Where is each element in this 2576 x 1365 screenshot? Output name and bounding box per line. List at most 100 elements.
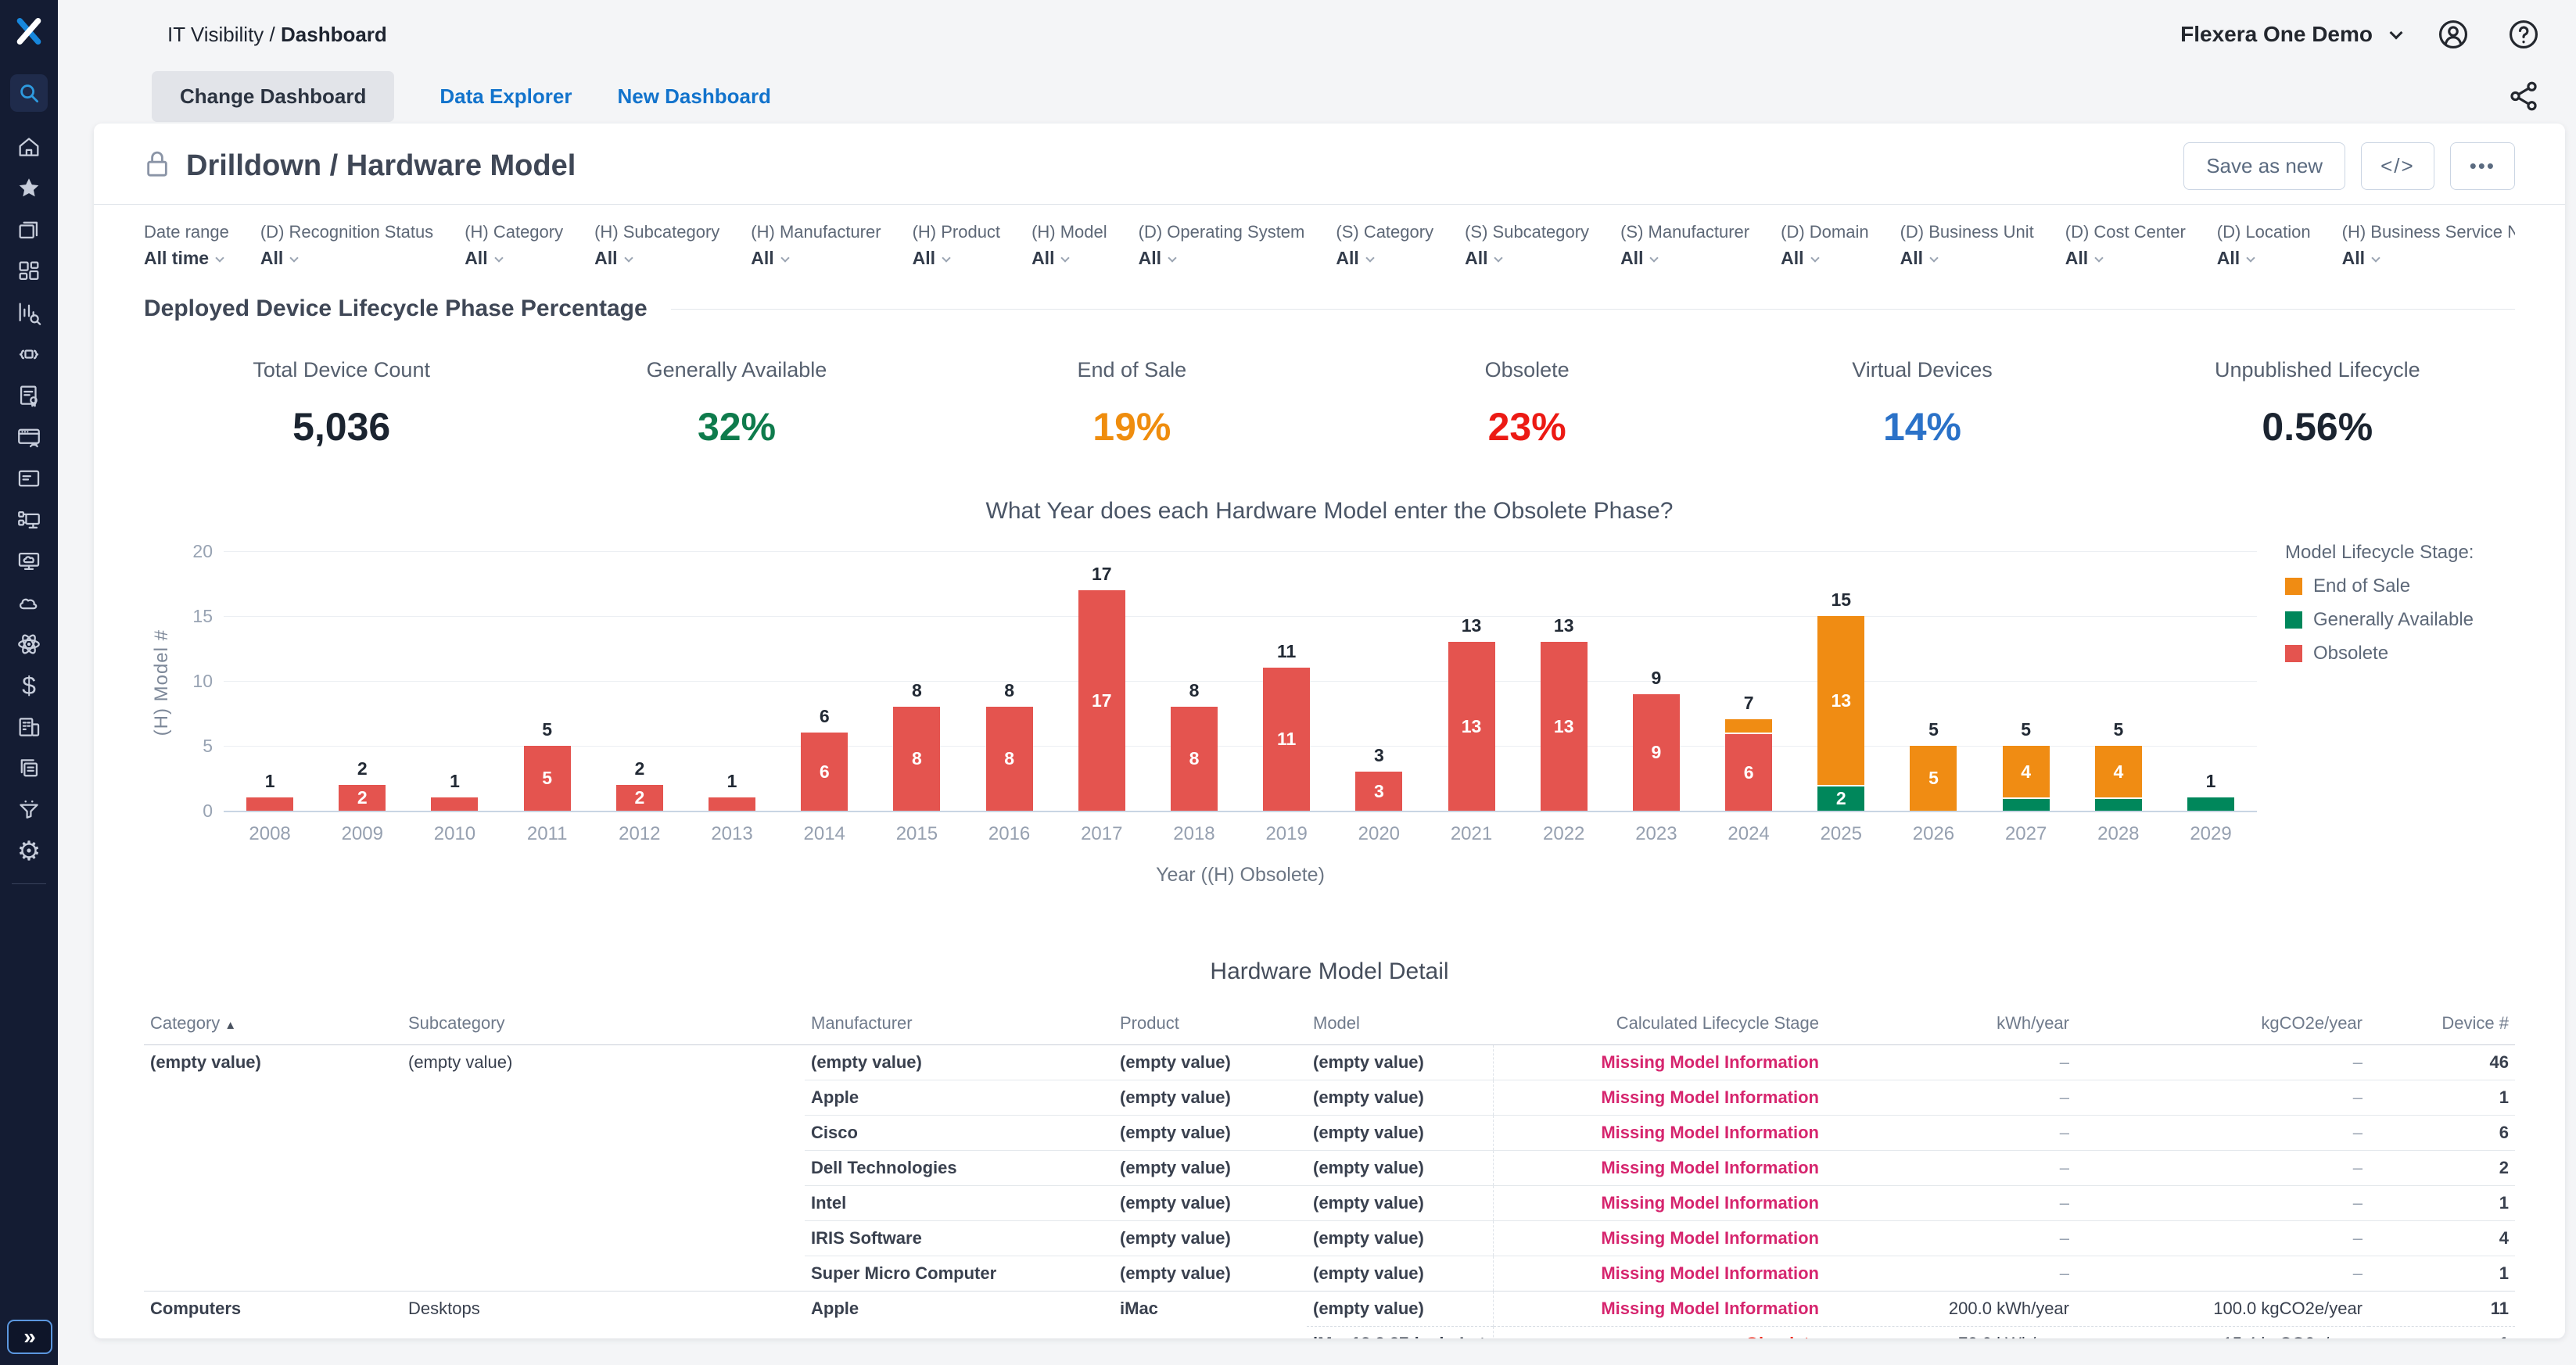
filter-h-model[interactable]: (H) Model All bbox=[1031, 222, 1107, 269]
bar-2017[interactable]: 17 17 bbox=[1056, 553, 1148, 811]
filter-label: (H) Category bbox=[465, 222, 564, 242]
more-options-button[interactable]: ••• bbox=[2449, 142, 2515, 190]
document-certificate-icon[interactable] bbox=[14, 382, 44, 409]
browser-session-icon[interactable] bbox=[14, 424, 44, 450]
filter-h-product[interactable]: (H) Product All bbox=[913, 222, 1000, 269]
bar-2025[interactable]: 15 13 2 bbox=[1795, 553, 1887, 811]
favorites-icon[interactable] bbox=[14, 175, 44, 202]
filter-date-range[interactable]: Date range All time bbox=[144, 222, 229, 269]
analytics-icon[interactable] bbox=[14, 299, 44, 326]
flexera-logo-icon[interactable] bbox=[13, 16, 45, 51]
code-template-icon[interactable] bbox=[14, 341, 44, 367]
column-header-product[interactable]: Product bbox=[1114, 1004, 1307, 1045]
filter-icon[interactable] bbox=[14, 797, 44, 823]
cloud-icon[interactable] bbox=[14, 589, 44, 616]
search-icon[interactable] bbox=[10, 74, 48, 112]
account-icon[interactable] bbox=[2435, 16, 2471, 52]
column-header-manufacturer[interactable]: Manufacturer bbox=[805, 1004, 1114, 1045]
automation-icon[interactable] bbox=[14, 631, 44, 657]
table-row[interactable]: Computers Desktops Apple iMac (empty value) M… bbox=[144, 1291, 2515, 1327]
filter-d-operating-system[interactable]: (D) Operating System All bbox=[1139, 222, 1305, 269]
y-tick-label: 0 bbox=[203, 801, 213, 821]
column-header-device-[interactable]: Device # bbox=[2369, 1004, 2515, 1045]
filter-d-location[interactable]: (D) Location All bbox=[2217, 222, 2311, 269]
device-network-icon[interactable] bbox=[14, 507, 44, 533]
cell-category bbox=[144, 1080, 402, 1116]
cell-model: (empty value) bbox=[1313, 1052, 1424, 1072]
bar-2019[interactable]: 11 11 bbox=[1240, 553, 1333, 811]
breadcrumb-section[interactable]: IT Visibility bbox=[167, 22, 264, 46]
column-header-subcategory[interactable]: Subcategory bbox=[402, 1004, 805, 1045]
embed-code-button[interactable]: </> bbox=[2361, 142, 2434, 190]
filter-d-recognition-status[interactable]: (D) Recognition Status All bbox=[260, 222, 433, 269]
filter-s-category[interactable]: (S) Category All bbox=[1336, 222, 1433, 269]
bar-2022[interactable]: 13 13 bbox=[1518, 553, 1610, 811]
filter-h-business-service-name[interactable]: (H) Business Service Name All bbox=[2342, 222, 2515, 269]
filter-h-manufacturer[interactable]: (H) Manufacturer All bbox=[751, 222, 881, 269]
bar-2013[interactable]: 1 bbox=[686, 553, 778, 811]
tab-new-dashboard[interactable]: New Dashboard bbox=[617, 84, 771, 108]
organization-icon[interactable] bbox=[14, 714, 44, 740]
filter-h-subcategory[interactable]: (H) Subcategory All bbox=[594, 222, 719, 269]
bar-2021[interactable]: 13 13 bbox=[1425, 553, 1517, 811]
spend-icon[interactable]: $ bbox=[22, 671, 36, 700]
home-icon[interactable] bbox=[14, 134, 44, 160]
table-row[interactable]: IRIS Software (empty value) (empty value) M… bbox=[144, 1220, 2515, 1256]
column-header-kgco2e-year[interactable]: kgCO2e/year bbox=[2076, 1004, 2369, 1045]
help-icon[interactable] bbox=[2506, 16, 2542, 52]
monitor-cloud-icon[interactable] bbox=[14, 548, 44, 575]
settings-icon[interactable]: ⚙ bbox=[16, 837, 41, 866]
dashboards-icon[interactable] bbox=[14, 258, 44, 285]
column-header-calculated-lifecycle-stage[interactable]: Calculated Lifecycle Stage bbox=[1493, 1004, 1825, 1045]
duplicate-icon[interactable] bbox=[14, 755, 44, 782]
bar-total-label: 5 bbox=[542, 719, 553, 740]
save-as-new-button[interactable]: Save as new bbox=[2183, 142, 2346, 190]
filter-d-business-unit[interactable]: (D) Business Unit All bbox=[1900, 222, 2034, 269]
column-header-model[interactable]: Model bbox=[1307, 1004, 1493, 1045]
table-row[interactable]: Intel (empty value) (empty value) Missing M… bbox=[144, 1185, 2515, 1221]
card-details-icon[interactable] bbox=[14, 465, 44, 492]
tab-data-explorer[interactable]: Data Explorer bbox=[439, 84, 572, 108]
share-icon[interactable] bbox=[2506, 78, 2542, 114]
bar-2008[interactable]: 1 bbox=[224, 553, 316, 811]
legend-item-end-of-sale[interactable]: End of Sale bbox=[2285, 575, 2515, 597]
bar-total-label: 2 bbox=[634, 758, 645, 779]
filter-label: (H) Subcategory bbox=[594, 222, 720, 242]
filter-s-manufacturer[interactable]: (S) Manufacturer All bbox=[1620, 222, 1749, 269]
bar-2010[interactable]: 1 bbox=[408, 553, 500, 811]
filter-d-cost-center[interactable]: (D) Cost Center All bbox=[2065, 222, 2186, 269]
table-row[interactable]: Cisco (empty value) (empty value) Missing M… bbox=[144, 1115, 2515, 1151]
layers-icon[interactable] bbox=[14, 217, 44, 243]
column-header-category[interactable]: Category ▲ bbox=[144, 1004, 402, 1045]
table-row[interactable]: Dell Technologies (empty value) (empty val… bbox=[144, 1150, 2515, 1186]
legend-item-generally-available[interactable]: Generally Available bbox=[2285, 609, 2515, 631]
column-header-kwh-year[interactable]: kWh/year bbox=[1825, 1004, 2076, 1045]
sidebar-expand-button[interactable]: » bbox=[7, 1320, 52, 1354]
org-switcher[interactable]: Flexera One Demo bbox=[2180, 22, 2403, 47]
table-row[interactable]: Apple (empty value) (empty value) Missing M… bbox=[144, 1080, 2515, 1116]
bar-2029[interactable]: 1 bbox=[2165, 553, 2257, 811]
table-row[interactable]: iMac13,2 27-inch, Late 2012Obsolete72.0 … bbox=[144, 1326, 2515, 1338]
legend-item-obsolete[interactable]: Obsolete bbox=[2285, 643, 2515, 665]
table-row[interactable]: Super Micro Computer (empty value) (empty … bbox=[144, 1256, 2515, 1292]
filter-s-subcategory[interactable]: (S) Subcategory All bbox=[1465, 222, 1589, 269]
x-axis: 2008 2009 2010 2011 2012 2013 2014 2015 2016 2017… bbox=[224, 823, 2257, 845]
filter-d-domain[interactable]: (D) Domain All bbox=[1781, 222, 1868, 269]
bar-total-label: 9 bbox=[1651, 668, 1662, 688]
filter-h-category[interactable]: (H) Category All bbox=[465, 222, 563, 269]
table-row[interactable]: (empty value) (empty value) (empty value) (… bbox=[144, 1044, 2515, 1080]
change-dashboard-button[interactable]: Change Dashboard bbox=[152, 70, 395, 122]
